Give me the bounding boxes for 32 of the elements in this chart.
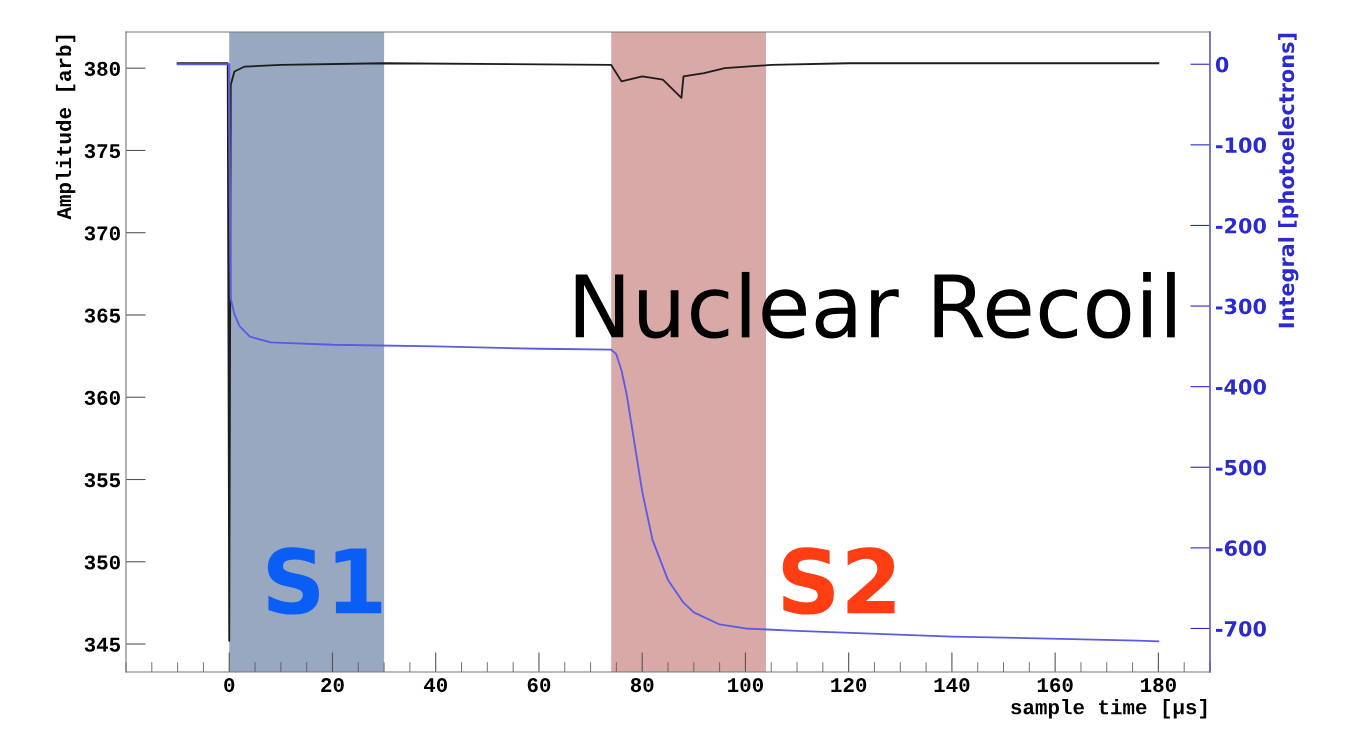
y2-tick-label: -300 [1215,298,1266,315]
y-tick-label: 350 [84,555,120,570]
y2-tick-label: -600 [1215,540,1266,557]
annotation: S1 [267,547,382,615]
y2-tick-label: -100 [1215,137,1266,154]
y-tick-label: 345 [84,637,121,652]
x-tick-label: 100 [728,678,763,693]
x-axis-title: sample time [µs] [1011,699,1207,719]
x-tick-label: 40 [423,678,448,693]
annotation: Nuclear Recoil [575,271,1175,339]
y2-tick-label: -500 [1215,459,1266,476]
x-tick-label: 20 [321,678,344,693]
y2-tick-label: -200 [1215,217,1266,234]
x-tick-label: 60 [527,678,551,693]
x-tick-label: 140 [934,678,970,693]
y-tick-label: 375 [84,144,121,159]
annotation: S2 [782,547,895,615]
y2-tick-label: -700 [1215,620,1266,637]
y-tick-label: 355 [84,473,121,488]
x-tick-label: 0 [224,678,235,693]
y-tick-label: 370 [84,226,120,241]
y2-tick-label: -400 [1215,379,1266,395]
y-tick-label: 365 [84,308,121,323]
x-tick-label: 160 [1037,678,1073,693]
x-tick-label: 80 [630,678,654,693]
y2-axis-title: Integral [photoelectrons] [1278,33,1299,328]
y-axis-title: Amplitude [arb] [55,35,76,220]
y-tick-label: 380 [84,61,120,76]
x-tick-label: 120 [831,678,867,693]
y2-tick-label: 0 [1215,56,1229,73]
x-tick-label: 180 [1141,678,1176,693]
y-tick-label: 360 [84,390,120,406]
